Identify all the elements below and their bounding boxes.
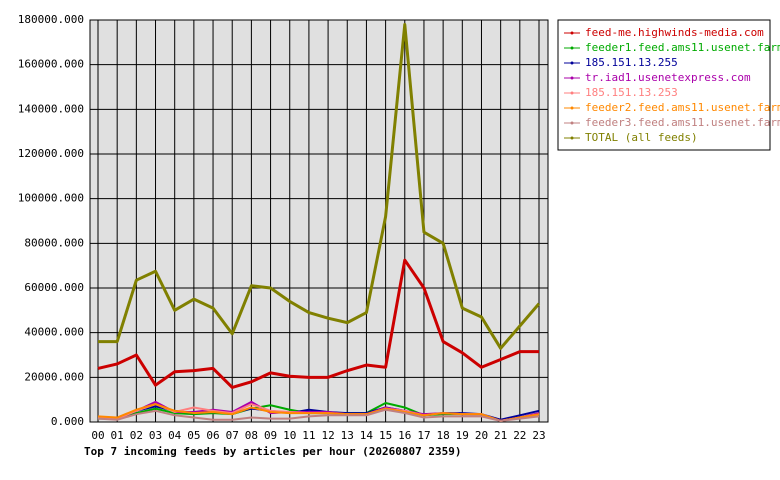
legend-marker xyxy=(570,31,574,35)
x-tick-label: 06 xyxy=(206,429,219,442)
y-tick-label: 80000.000 xyxy=(24,236,84,249)
x-tick-label: 17 xyxy=(417,429,430,442)
y-tick-label: 100000.000 xyxy=(18,192,84,205)
x-tick-label: 14 xyxy=(360,429,374,442)
y-tick-label: 20000.000 xyxy=(24,370,84,383)
legend-label: feeder2.feed.ams11.usenet.farm xyxy=(585,101,780,114)
x-tick-label: 08 xyxy=(245,429,258,442)
y-tick-label: 140000.000 xyxy=(18,102,84,115)
y-tick-label: 60000.000 xyxy=(24,281,84,294)
y-tick-label: 120000.000 xyxy=(18,147,84,160)
x-tick-label: 20 xyxy=(475,429,488,442)
x-tick-label: 10 xyxy=(283,429,296,442)
legend-marker xyxy=(570,61,574,65)
legend-marker xyxy=(570,106,574,110)
x-tick-label: 16 xyxy=(398,429,411,442)
x-tick-label: 12 xyxy=(321,429,334,442)
chart-title: Top 7 incoming feeds by articles per hou… xyxy=(84,445,462,458)
series-line xyxy=(98,22,541,350)
x-tick-label: 19 xyxy=(456,429,469,442)
x-tick-label: 22 xyxy=(513,429,526,442)
legend-marker xyxy=(570,91,574,95)
legend-label: TOTAL (all feeds) xyxy=(585,131,698,144)
legend-label: feeder1.feed.ams11.usenet.farm xyxy=(585,41,780,54)
legend-marker xyxy=(570,46,574,50)
series-line xyxy=(97,408,540,422)
y-tick-label: 40000.000 xyxy=(24,326,84,339)
x-tick-label: 03 xyxy=(149,429,162,442)
series-line xyxy=(97,403,540,422)
legend-marker xyxy=(570,76,574,80)
x-tick-label: 00 xyxy=(91,429,104,442)
legend-box xyxy=(557,19,771,151)
x-tick-label: 02 xyxy=(130,429,143,442)
x-tick-label: 15 xyxy=(379,429,392,442)
y-tick-label: 180000.000 xyxy=(18,13,84,26)
x-tick-label: 23 xyxy=(532,429,545,442)
legend-label: feeder3.feed.ams11.usenet.farm xyxy=(585,116,780,129)
x-tick-label: 01 xyxy=(111,429,124,442)
legend-label: 185.151.13.253 xyxy=(585,86,678,99)
x-tick-label: 05 xyxy=(187,429,200,442)
legend-label: 185.151.13.255 xyxy=(585,56,678,69)
y-tick-label: 160000.000 xyxy=(18,58,84,71)
x-tick-label: 11 xyxy=(302,429,315,442)
series-line xyxy=(97,258,539,389)
legend-marker xyxy=(570,136,574,140)
x-tick-label: 13 xyxy=(341,429,354,442)
x-tick-label: 04 xyxy=(168,429,182,442)
x-tick-label: 21 xyxy=(494,429,507,442)
x-tick-label: 09 xyxy=(264,429,277,442)
y-tick-label: 0.000 xyxy=(51,415,84,428)
legend-label: feed-me.highwinds-media.com xyxy=(585,26,764,39)
plot-area xyxy=(89,19,549,423)
legend-label: tr.iad1.usenetexpress.com xyxy=(585,71,751,84)
x-tick-label: 07 xyxy=(226,429,239,442)
legend-marker xyxy=(570,121,574,125)
x-tick-label: 18 xyxy=(437,429,450,442)
